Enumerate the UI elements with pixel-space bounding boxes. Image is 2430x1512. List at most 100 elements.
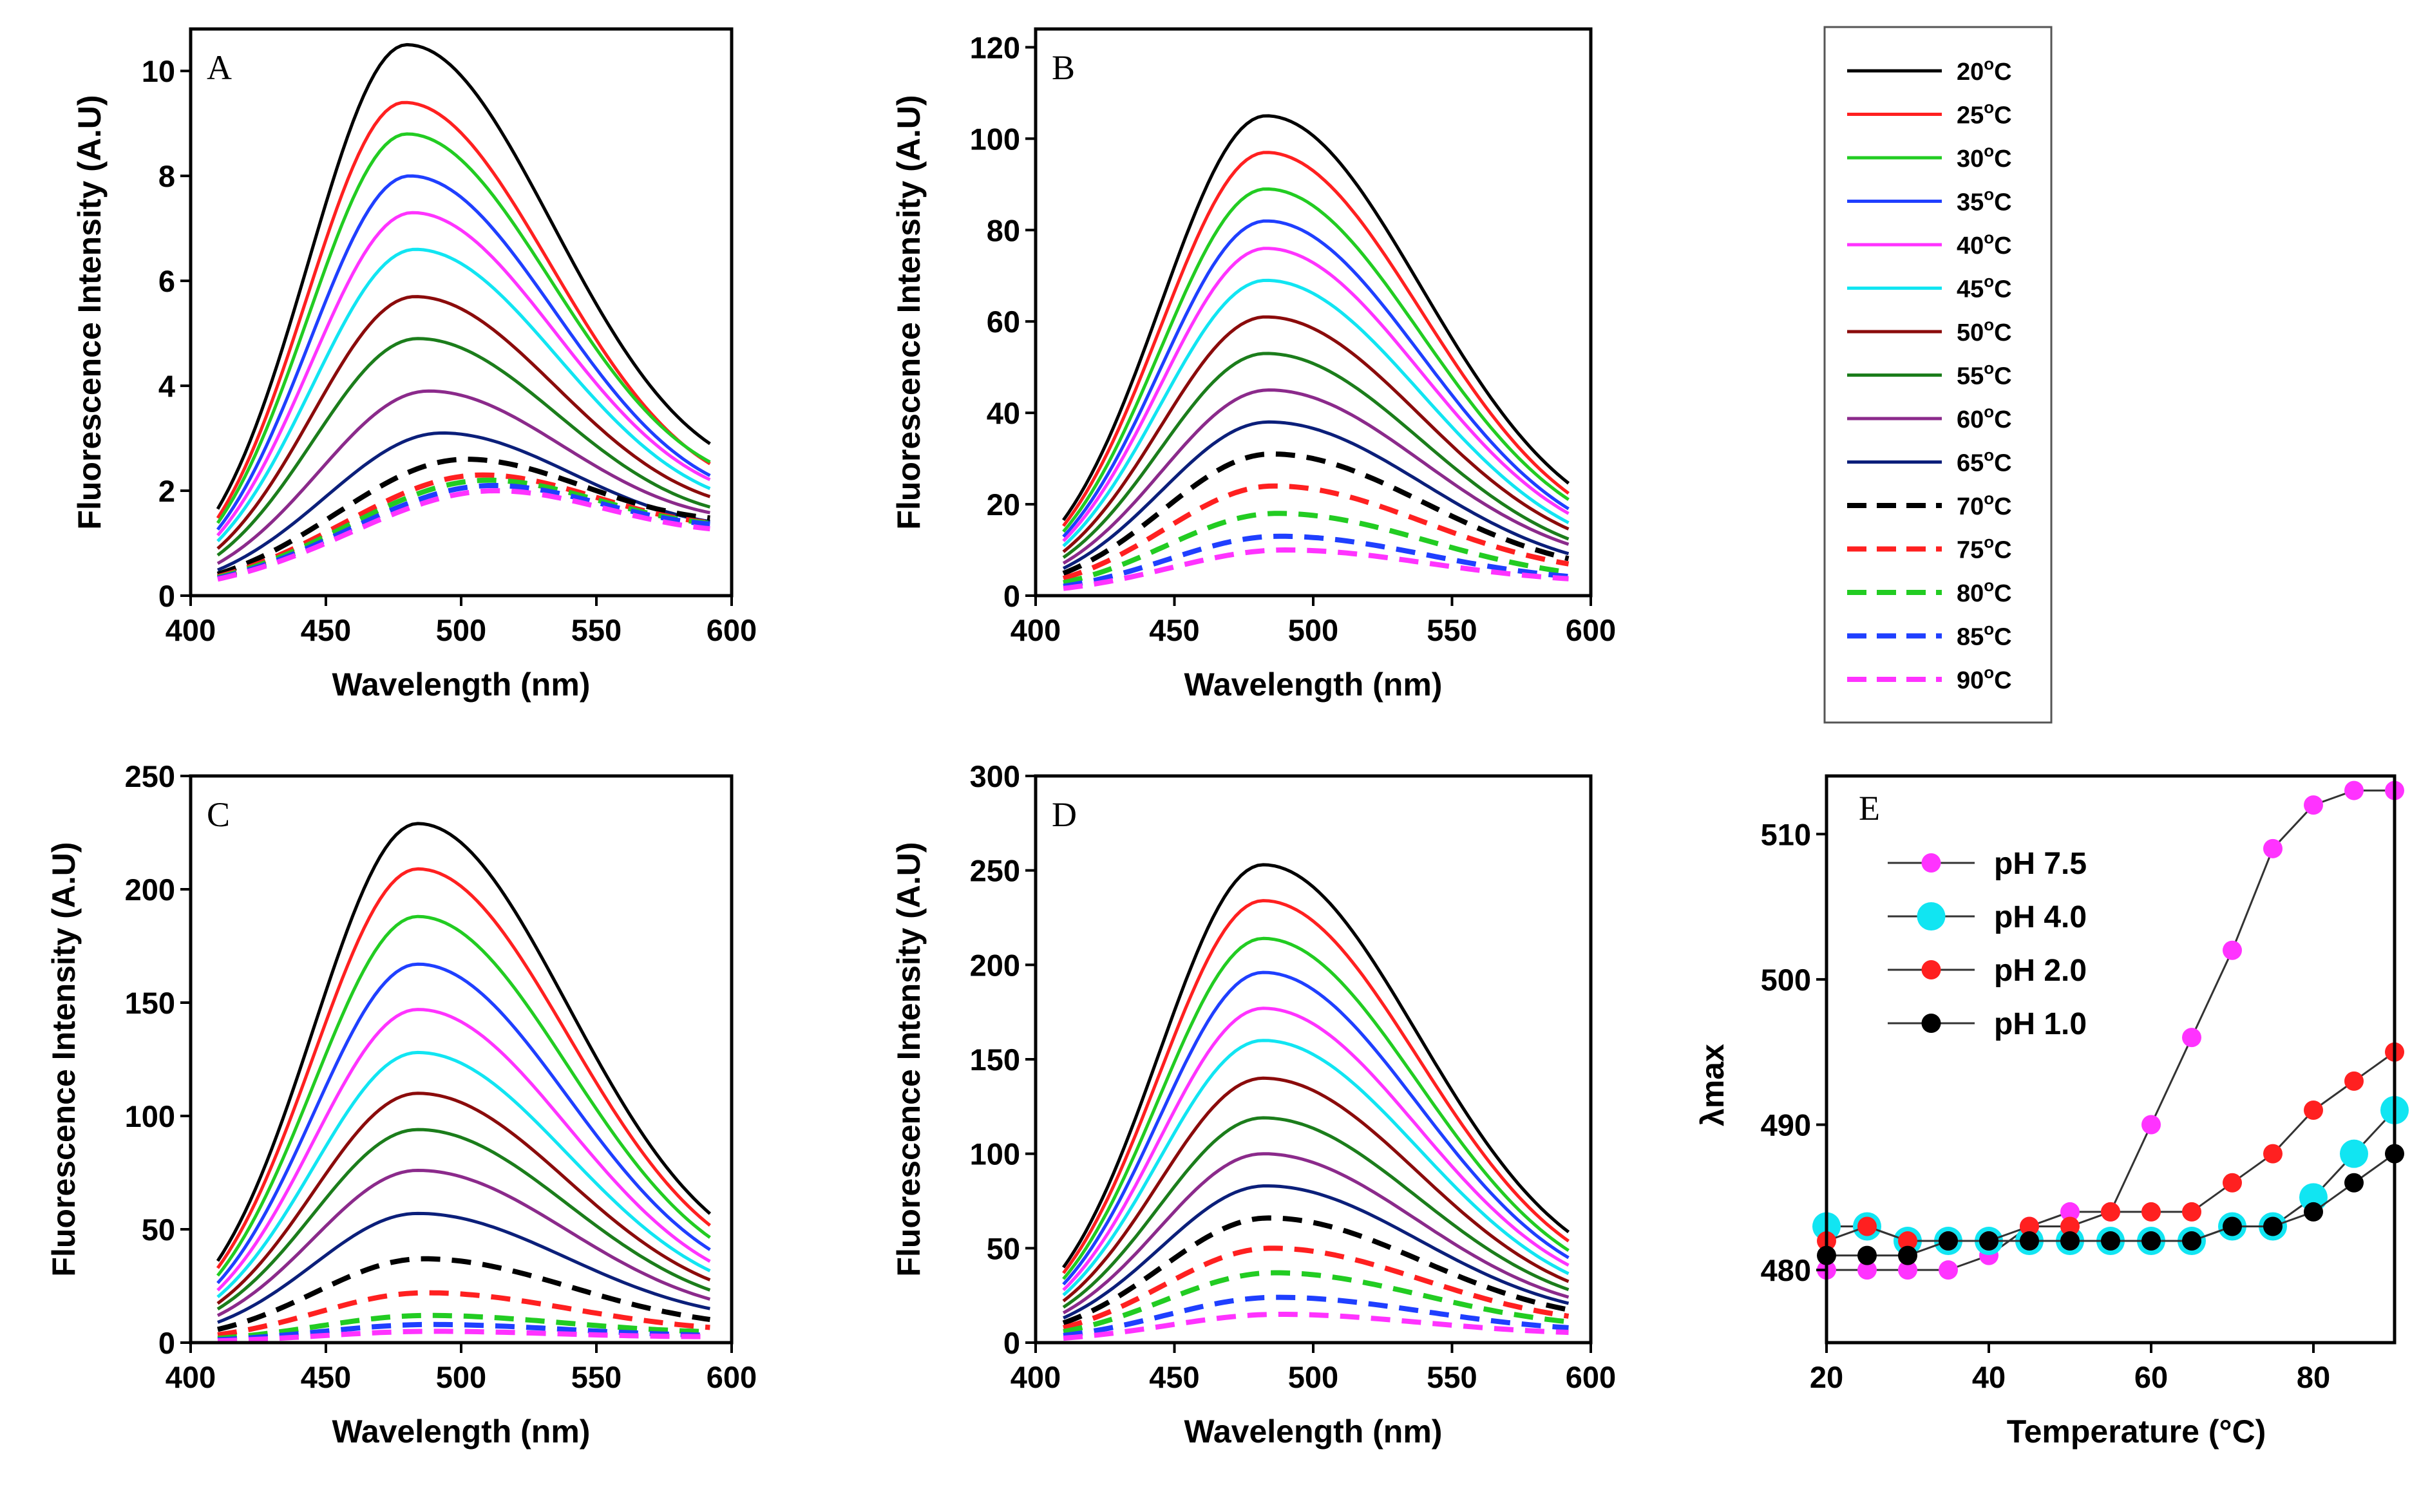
panel-label: D bbox=[1052, 795, 1077, 834]
x-axis-label: Wavelength (nm) bbox=[332, 666, 591, 703]
series-line-60c bbox=[216, 389, 710, 565]
series-line-65c bbox=[1063, 1184, 1570, 1319]
y-tick-label: 480 bbox=[1761, 1253, 1811, 1287]
series-line-20c bbox=[216, 43, 711, 510]
panel-c: 400 450 500 550 600 0 50 100 150 200 250 Wavelength… bbox=[46, 759, 757, 1450]
data-point-ph-1-0 bbox=[1857, 1245, 1877, 1265]
data-point-ph-2-0 bbox=[2101, 1202, 2120, 1222]
plot-area bbox=[1062, 114, 1570, 591]
series-line-25c bbox=[1062, 151, 1570, 527]
series-line-75c bbox=[217, 1290, 710, 1337]
data-point-ph-7-5 bbox=[2182, 1028, 2201, 1048]
series-line-20c bbox=[216, 822, 712, 1262]
series-line-30c bbox=[1062, 187, 1570, 533]
y-axis-label: Fluorescence Intensity (A.U) bbox=[891, 95, 927, 529]
plot-area bbox=[216, 822, 712, 1344]
series-line-25c bbox=[1062, 899, 1570, 1274]
data-point-ph-7-5 bbox=[1898, 1260, 1917, 1280]
series-line-80c bbox=[1063, 511, 1570, 585]
x-tick-label: 60 bbox=[2134, 1360, 2168, 1394]
series-line-30c bbox=[216, 132, 711, 524]
series-line-70c bbox=[217, 1256, 710, 1332]
x-tick-label: 550 bbox=[1427, 613, 1477, 647]
y-tick-label: 60 bbox=[987, 305, 1020, 339]
x-tick-label: 500 bbox=[1288, 613, 1338, 647]
series-line-80c bbox=[1063, 1270, 1569, 1334]
x-tick-label: 550 bbox=[571, 1360, 622, 1394]
data-point-ph-1-0 bbox=[2141, 1231, 2161, 1251]
legend-marker-ph-4-0 bbox=[1917, 902, 1946, 931]
series-line-60c bbox=[1062, 1152, 1570, 1314]
data-point-ph-2-0 bbox=[2344, 1071, 2364, 1091]
series-line-50c bbox=[216, 295, 711, 550]
data-point-ph-1-0 bbox=[2223, 1216, 2242, 1236]
x-tick-label: 600 bbox=[707, 613, 757, 647]
legend-marker-ph-2-0 bbox=[1921, 960, 1941, 979]
y-tick-label: 100 bbox=[125, 1099, 175, 1133]
x-tick-label: 600 bbox=[707, 1360, 757, 1394]
x-tick-label: 450 bbox=[1149, 1360, 1199, 1394]
x-tick-label: 40 bbox=[1972, 1360, 2006, 1394]
series-line-60c bbox=[1062, 388, 1570, 565]
data-point-ph-7-5 bbox=[2344, 780, 2364, 800]
series-line-40c bbox=[1062, 1006, 1570, 1292]
series-line-55c bbox=[1062, 352, 1570, 559]
x-tick-label: 400 bbox=[1011, 1360, 1061, 1394]
series-line-90c bbox=[1063, 1312, 1569, 1341]
data-point-ph-7-5 bbox=[1857, 1260, 1877, 1280]
y-tick-label: 80 bbox=[987, 213, 1020, 247]
series-line-70c bbox=[1062, 1215, 1570, 1326]
series-line-20c bbox=[1062, 863, 1570, 1269]
series-line-90c bbox=[1063, 547, 1569, 591]
legend-label: 60oC bbox=[1957, 402, 2012, 433]
legend-label: 25oC bbox=[1957, 98, 2012, 129]
data-point-ph-2-0 bbox=[2060, 1216, 2080, 1236]
y-tick-label: 50 bbox=[142, 1213, 175, 1247]
x-axis-label: Wavelength (nm) bbox=[332, 1413, 591, 1450]
y-axis-label: Fluorescence Intensity (A.U) bbox=[46, 842, 82, 1276]
y-tick-label: 300 bbox=[970, 759, 1020, 793]
y-tick-label: 100 bbox=[970, 1137, 1020, 1171]
data-point-ph-1-0 bbox=[2060, 1231, 2080, 1251]
y-tick-label: 40 bbox=[987, 396, 1020, 430]
legend-label: 50oC bbox=[1957, 315, 2012, 346]
data-point-ph-2-0 bbox=[2141, 1202, 2161, 1222]
ph-legend: pH 7.5 pH 4.0 pH 2.0 pH 1.0 bbox=[1888, 847, 2087, 1041]
legend-label: 40oC bbox=[1957, 228, 2012, 260]
series-line-40c bbox=[216, 211, 711, 537]
series-line-30c bbox=[216, 914, 711, 1277]
data-point-ph-7-5 bbox=[2223, 940, 2242, 960]
x-axis-label: Temperature (°C) bbox=[2007, 1413, 2266, 1450]
y-tick-label: 0 bbox=[158, 579, 175, 613]
data-point-ph-2-0 bbox=[2223, 1173, 2242, 1193]
data-point-ph-1-0 bbox=[1939, 1231, 1958, 1251]
y-tick-label: 500 bbox=[1761, 963, 1811, 997]
series-line-60c bbox=[216, 1169, 711, 1318]
y-tick-label: 250 bbox=[970, 854, 1020, 888]
series-line-25c bbox=[216, 100, 711, 519]
y-tick-label: 0 bbox=[158, 1326, 175, 1360]
data-point-ph-7-5 bbox=[1939, 1260, 1958, 1280]
series-line-55c bbox=[216, 337, 711, 557]
x-tick-label: 500 bbox=[1288, 1360, 1338, 1394]
series-line-40c bbox=[1062, 247, 1570, 542]
y-axis-label: λmax bbox=[1694, 1044, 1731, 1126]
plot-area bbox=[1062, 863, 1570, 1341]
series-line-85c bbox=[1063, 1294, 1569, 1338]
data-point-ph-2-0 bbox=[1898, 1231, 1917, 1251]
legend-label-ph-4-0: pH 4.0 bbox=[1994, 900, 2087, 934]
series-line-35c bbox=[216, 962, 711, 1285]
plot-frame bbox=[1825, 774, 2397, 1345]
y-tick-label: 0 bbox=[1003, 579, 1020, 613]
series-line-75c bbox=[216, 472, 710, 580]
series-line-25c bbox=[216, 867, 711, 1269]
y-tick-label: 2 bbox=[158, 474, 175, 508]
series-line-35c bbox=[216, 174, 711, 531]
panel-e: 20 40 60 80 480 490 500 510 Temperature (°C) λmax… bbox=[1694, 774, 2409, 1450]
panel-a: 400 450 500 550 600 0 2 4 6 8 10 Wavelength (nm) Flu… bbox=[71, 27, 757, 703]
panel-label: B bbox=[1052, 48, 1075, 87]
legend-marker-ph-1-0 bbox=[1921, 1014, 1941, 1033]
x-tick-label: 600 bbox=[1566, 1360, 1616, 1394]
y-tick-label: 8 bbox=[158, 159, 175, 193]
data-point-ph-7-5 bbox=[2060, 1202, 2080, 1222]
